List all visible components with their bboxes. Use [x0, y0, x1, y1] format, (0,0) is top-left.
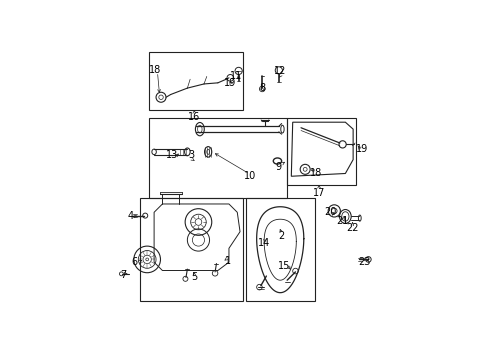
Text: 8: 8	[259, 82, 265, 93]
Text: 6: 6	[132, 257, 138, 267]
Text: 11: 11	[230, 71, 242, 81]
Text: 7: 7	[120, 270, 126, 280]
Text: 20: 20	[324, 207, 336, 217]
Text: 18: 18	[149, 64, 162, 75]
Text: 9: 9	[276, 162, 282, 172]
Text: 3: 3	[189, 150, 195, 161]
Text: 4: 4	[127, 211, 134, 221]
Bar	[140, 198, 243, 301]
Text: 1: 1	[224, 256, 231, 266]
Text: 23: 23	[359, 257, 371, 267]
Text: 18: 18	[310, 168, 322, 179]
Text: 19: 19	[356, 144, 368, 153]
Text: 12: 12	[274, 66, 287, 76]
Bar	[148, 118, 287, 198]
Text: 22: 22	[346, 222, 359, 233]
Text: 2: 2	[278, 231, 285, 241]
Text: 17: 17	[313, 188, 325, 198]
Text: 16: 16	[188, 112, 200, 122]
Bar	[287, 118, 356, 185]
Text: 15: 15	[278, 261, 291, 271]
Text: 13: 13	[166, 150, 178, 161]
Text: 19: 19	[224, 78, 237, 89]
Text: 14: 14	[257, 238, 270, 248]
Text: 21: 21	[337, 216, 349, 226]
Text: 10: 10	[244, 171, 256, 181]
Bar	[245, 198, 315, 301]
Text: 5: 5	[191, 273, 197, 283]
Bar	[148, 51, 243, 110]
